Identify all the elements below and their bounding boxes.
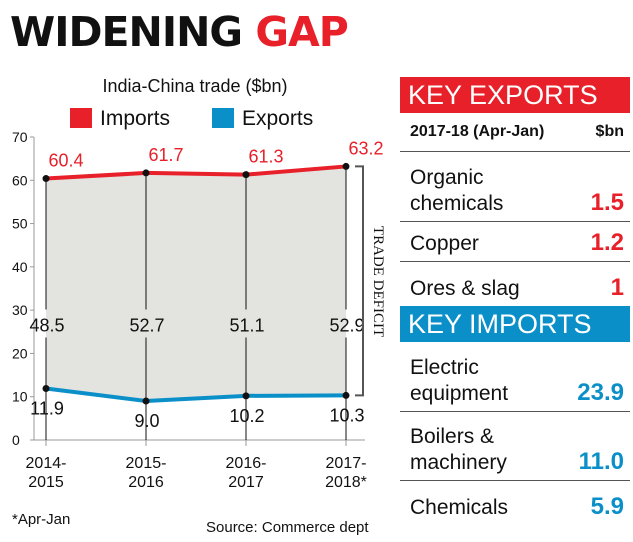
exports-point bbox=[42, 384, 50, 392]
x-tick-label: 2018* bbox=[325, 474, 367, 491]
trade-gap-area bbox=[46, 166, 346, 402]
y-tick-label: 0 bbox=[12, 432, 20, 448]
export-item-row: Organic chemicals 1.5 bbox=[400, 152, 630, 222]
import-item-label: Electric equipment bbox=[410, 356, 509, 405]
imports-data-label: 61.7 bbox=[148, 145, 183, 165]
import-item-row: Electric equipment 23.9 bbox=[400, 342, 630, 412]
export-item-value: 1.5 bbox=[590, 189, 624, 216]
import-item-row: Boilers & machinery 11.0 bbox=[400, 412, 630, 481]
exports-data-label: 9.0 bbox=[134, 411, 159, 431]
legend-exports-label: Exports bbox=[242, 107, 313, 130]
legend-exports-swatch bbox=[212, 108, 234, 128]
x-tick-label: 2016 bbox=[128, 474, 164, 491]
y-tick-label: 50 bbox=[12, 216, 28, 232]
x-tick-label: 2014- bbox=[26, 455, 67, 472]
trade-deficit-bracket bbox=[355, 165, 364, 397]
key-items-panel: KEY EXPORTS 2017-18 (Apr-Jan) $bn Organi… bbox=[400, 77, 630, 525]
export-item-value: 1.2 bbox=[590, 229, 624, 256]
legend-imports-label: Imports bbox=[100, 107, 170, 130]
exports-data-label: 10.3 bbox=[329, 405, 364, 425]
footnote: *Apr-Jan bbox=[12, 511, 70, 528]
imports-data-label: 61.3 bbox=[248, 147, 283, 167]
key-exports-list: Organic chemicals 1.5 Copper 1.2 Ores & slag… bbox=[400, 152, 630, 306]
imports-point bbox=[142, 169, 150, 177]
key-exports-subheader: 2017-18 (Apr-Jan) $bn bbox=[400, 113, 630, 152]
exports-point bbox=[142, 397, 150, 405]
import-item-value: 23.9 bbox=[577, 379, 624, 406]
export-item-label: Organic chemicals bbox=[410, 166, 504, 215]
deficit-data-label: 52.7 bbox=[129, 315, 164, 335]
deficit-data-label: 48.5 bbox=[29, 315, 64, 335]
x-tick-label: 2015 bbox=[28, 474, 64, 491]
key-exports-header: KEY EXPORTS bbox=[400, 77, 630, 113]
imports-point bbox=[242, 171, 250, 179]
imports-data-label: 63.2 bbox=[348, 138, 383, 158]
x-tick-label: 2016- bbox=[226, 455, 267, 472]
y-tick-label: 70 bbox=[12, 129, 28, 145]
imports-point bbox=[42, 175, 50, 183]
export-item-row: Ores & slag 1 bbox=[400, 262, 630, 306]
import-item-value: 5.9 bbox=[590, 493, 624, 520]
key-imports-list: Electric equipment 23.9 Boilers & machiner… bbox=[400, 342, 630, 525]
import-item-row: Chemicals 5.9 bbox=[400, 481, 630, 525]
x-tick-label: 2017- bbox=[326, 455, 367, 472]
y-tick-label: 60 bbox=[12, 172, 28, 188]
key-imports-header: KEY IMPORTS bbox=[400, 306, 630, 342]
imports-line bbox=[45, 164, 347, 181]
exports-point bbox=[342, 391, 350, 399]
unit-label: $bn bbox=[595, 123, 624, 140]
exports-data-label: 10.2 bbox=[229, 406, 264, 426]
export-item-value: 1 bbox=[610, 274, 624, 301]
source-note: Source: Commerce dept bbox=[206, 519, 369, 536]
imports-data-label: 60.4 bbox=[48, 151, 83, 171]
headline-part-1: WIDENING bbox=[10, 8, 256, 56]
legend-imports-swatch bbox=[70, 108, 92, 128]
y-tick-label: 20 bbox=[12, 345, 28, 361]
export-item-label: Ores & slag bbox=[410, 277, 520, 300]
exports-data-label: 11.9 bbox=[30, 398, 64, 418]
export-item-label: Copper bbox=[410, 232, 479, 255]
x-tick-label: 2017 bbox=[228, 474, 264, 491]
import-item-label: Boilers & machinery bbox=[410, 425, 507, 474]
headline-part-2: GAP bbox=[255, 8, 348, 56]
trade-deficit-label: TRADE DEFICIT bbox=[370, 226, 386, 337]
chart-title: India-China trade ($bn) bbox=[102, 76, 287, 96]
y-tick-label: 30 bbox=[12, 302, 28, 318]
y-tick-label: 40 bbox=[12, 259, 28, 275]
export-item-row: Copper 1.2 bbox=[400, 222, 630, 262]
deficit-data-label: 51.1 bbox=[229, 315, 264, 335]
exports-point bbox=[242, 392, 250, 400]
trade-chart: India-China trade ($bn) Imports Exports 0 10… bbox=[12, 76, 386, 536]
imports-point bbox=[342, 162, 350, 170]
exports-line bbox=[45, 386, 347, 404]
headline: WIDENING GAP bbox=[10, 2, 349, 62]
x-tick-label: 2015- bbox=[126, 455, 167, 472]
deficit-data-label: 52.9 bbox=[329, 315, 364, 335]
period-label: 2017-18 (Apr-Jan) bbox=[410, 123, 545, 140]
import-item-label: Chemicals bbox=[410, 496, 509, 519]
import-item-value: 11.0 bbox=[578, 448, 624, 475]
y-tick-label: 10 bbox=[12, 389, 28, 405]
